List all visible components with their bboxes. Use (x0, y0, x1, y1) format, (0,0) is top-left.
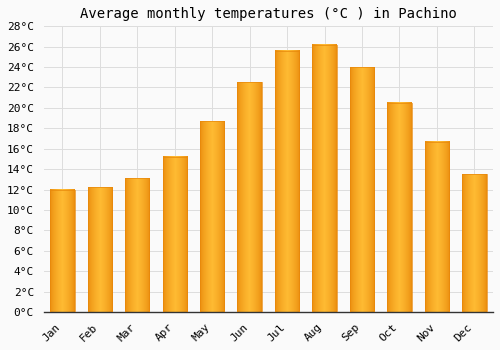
Bar (388, 103, 411, 312)
Bar (238, 82, 262, 312)
Bar (125, 178, 150, 312)
Title: Average monthly temperatures (°C ) in Pachino: Average monthly temperatures (°C ) in Pa… (80, 7, 457, 21)
Bar (88, 188, 112, 312)
Bar (50, 189, 74, 312)
Bar (424, 141, 449, 312)
Bar (350, 67, 374, 312)
Bar (200, 121, 224, 312)
Bar (275, 51, 299, 312)
Bar (312, 45, 336, 312)
Bar (462, 174, 486, 312)
Bar (162, 157, 187, 312)
